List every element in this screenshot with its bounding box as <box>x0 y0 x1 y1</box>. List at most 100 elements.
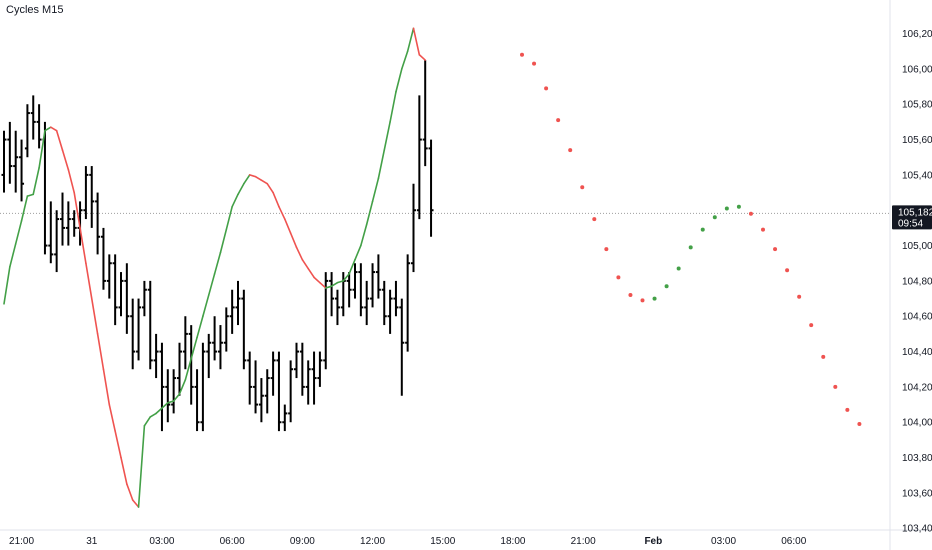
y-tick-label: 104,200 <box>902 382 932 393</box>
cycle-line-segment <box>402 51 408 69</box>
cycle-line-segment <box>63 150 69 169</box>
cycle-line-segment <box>297 247 303 259</box>
ohlc-bar <box>306 360 311 404</box>
cycle-line-segment <box>133 500 139 507</box>
ohlc-bar <box>54 210 59 272</box>
ohlc-bar <box>89 166 94 228</box>
cycle-line-segment <box>238 184 244 195</box>
ohlc-bar <box>66 201 71 245</box>
forecast-point <box>520 53 524 57</box>
y-tick-label: 105,000 <box>902 241 932 252</box>
ohlc-bar <box>83 166 88 219</box>
ohlc-bar <box>411 184 416 272</box>
x-tick-label: 18:00 <box>500 536 525 547</box>
cycle-line-segment <box>267 184 273 193</box>
forecast-point <box>761 228 765 232</box>
ohlc-bar <box>113 254 118 325</box>
forecast-point <box>785 268 789 272</box>
ohlc-bar <box>142 281 147 316</box>
ohlc-bar <box>405 254 410 351</box>
ohlc-bar <box>329 272 334 316</box>
forecast-point <box>857 422 861 426</box>
cycle-line-segment <box>16 221 22 244</box>
ohlc-bar <box>335 290 340 325</box>
forecast-point <box>797 295 801 299</box>
ohlc-bar <box>247 352 252 405</box>
cycle-line-segment <box>302 260 308 269</box>
cycle-line-segment <box>4 267 10 304</box>
ohlc-bar <box>31 95 36 139</box>
ohlc-bar <box>19 140 24 202</box>
forecast-point <box>749 212 753 216</box>
cycle-line-segment <box>291 233 297 247</box>
x-tick-label: 06:00 <box>220 536 245 547</box>
y-tick-label: 104,000 <box>902 418 932 429</box>
ohlc-bar <box>200 343 205 431</box>
ohlc-bar <box>382 281 387 325</box>
ohlc-bar <box>388 290 393 334</box>
ohlc-bar <box>101 228 106 290</box>
ohlc-bar <box>95 193 100 255</box>
cycle-line-segment <box>390 92 396 122</box>
cycle-line-segment <box>279 207 285 219</box>
ohlc-bar <box>48 201 53 263</box>
cycle-line-segment <box>98 334 104 369</box>
cycle-line-segment <box>414 28 420 55</box>
ohlc-bar <box>119 272 124 316</box>
forecast-point <box>532 62 536 66</box>
ohlc-bar <box>159 343 164 431</box>
forecast-point <box>665 284 669 288</box>
cycle-line-segment <box>355 246 361 260</box>
ohlc-bar <box>230 290 235 334</box>
ohlc-bar <box>195 369 200 431</box>
ohlc-bar <box>399 299 404 396</box>
ohlc-bar <box>376 254 381 298</box>
forecast-point <box>604 247 608 251</box>
cycle-line-segment <box>384 122 390 150</box>
cycle-line-segment <box>115 431 121 458</box>
ohlc-bar <box>317 352 322 387</box>
ohlc-bar <box>393 281 398 316</box>
ohlc-bar <box>130 299 135 370</box>
forecast-point <box>580 185 584 189</box>
forecast-point <box>641 298 645 302</box>
y-tick-label: 104,800 <box>902 276 932 287</box>
cycle-line-segment <box>51 127 57 131</box>
forecast-point <box>544 86 548 90</box>
ohlc-bar <box>136 299 141 361</box>
forecast-point <box>737 205 741 209</box>
x-tick-label: 15:00 <box>430 536 455 547</box>
ohlc-bar <box>206 334 211 378</box>
cycle-line-segment <box>27 194 33 196</box>
y-tick-label: 106,000 <box>902 64 932 75</box>
forecast-point <box>833 385 837 389</box>
x-tick-label: 21:00 <box>571 536 596 547</box>
ohlc-bar <box>107 254 112 298</box>
cycle-line-segment <box>57 131 63 150</box>
forecast-point <box>628 293 632 297</box>
x-tick-label: 31 <box>86 536 98 547</box>
cycle-line-segment <box>285 219 291 233</box>
x-tick-label: Feb <box>644 536 662 547</box>
cycle-line-segment <box>127 484 133 500</box>
cycle-line-segment <box>150 413 156 417</box>
ohlc-bar <box>370 263 375 307</box>
ohlc-bar <box>347 272 352 307</box>
ohlc-bar <box>259 378 264 422</box>
ohlc-bar <box>429 140 434 237</box>
forecast-point <box>616 275 620 279</box>
ohlc-bar <box>241 290 246 370</box>
cycle-line-segment <box>215 253 221 274</box>
cycle-line-segment <box>261 180 267 184</box>
cycle-line-segment <box>86 263 92 298</box>
ohlc-bar <box>236 281 241 325</box>
x-tick-label: 21:00 <box>9 536 34 547</box>
y-tick-label: 103,800 <box>902 453 932 464</box>
ohlc-bar <box>224 307 229 351</box>
y-tick-label: 105,800 <box>902 100 932 111</box>
x-tick-label: 06:00 <box>781 536 806 547</box>
cycle-line-segment <box>314 277 320 282</box>
cycle-line-segment <box>226 207 232 230</box>
cycle-line-segment <box>256 177 262 181</box>
